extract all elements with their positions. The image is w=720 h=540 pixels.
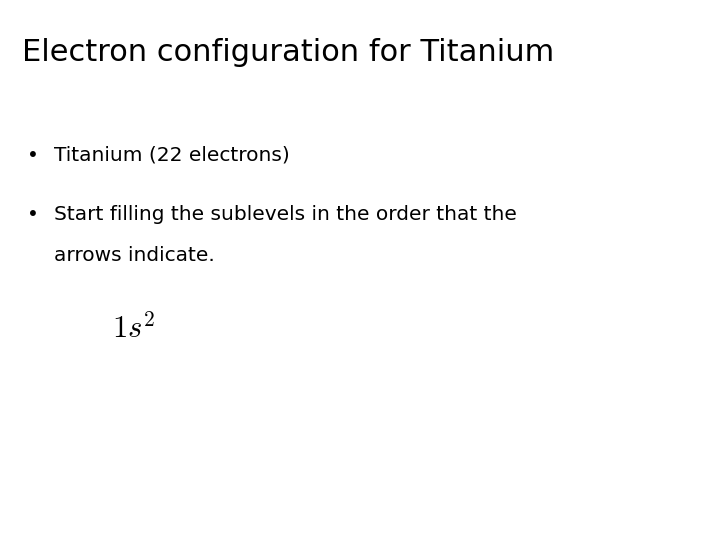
Text: Start filling the sublevels in the order that the: Start filling the sublevels in the order… [54,205,517,224]
Text: Titanium (22 electrons): Titanium (22 electrons) [54,146,289,165]
Text: •: • [27,146,39,165]
Text: Electron configuration for Titanium: Electron configuration for Titanium [22,38,554,67]
Text: $1s^{2}$: $1s^{2}$ [112,313,155,344]
Text: arrows indicate.: arrows indicate. [54,246,215,265]
Text: •: • [27,205,39,224]
